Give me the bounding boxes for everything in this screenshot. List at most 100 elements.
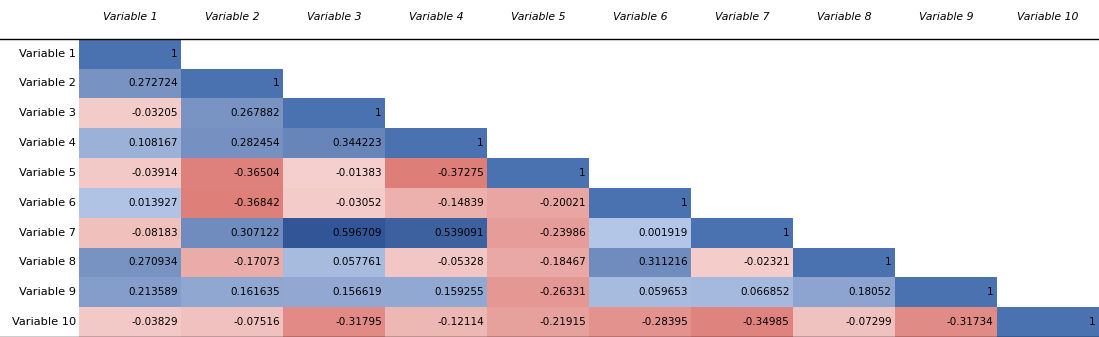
Text: 0.213589: 0.213589 [129, 287, 178, 297]
Text: 1: 1 [681, 198, 688, 208]
Text: 1: 1 [274, 79, 280, 89]
Text: 0.159255: 0.159255 [434, 287, 484, 297]
Text: Variable 5: Variable 5 [511, 12, 565, 23]
Bar [284, 128, 385, 158]
Text: Variable 3: Variable 3 [19, 108, 76, 118]
Text: Variable 5: Variable 5 [19, 168, 76, 178]
Text: Variable 6: Variable 6 [613, 12, 667, 23]
Text: -0.17073: -0.17073 [233, 257, 280, 268]
Text: -0.34985: -0.34985 [743, 317, 790, 327]
Text: Variable 8: Variable 8 [19, 257, 76, 268]
Bar [284, 98, 385, 128]
Text: -0.23986: -0.23986 [539, 227, 586, 238]
Text: -0.28395: -0.28395 [641, 317, 688, 327]
Bar [793, 307, 895, 337]
Text: 0.013927: 0.013927 [129, 198, 178, 208]
Bar [691, 307, 793, 337]
Text: -0.36504: -0.36504 [233, 168, 280, 178]
Bar [487, 307, 589, 337]
Text: 1: 1 [579, 168, 586, 178]
Bar [284, 158, 385, 188]
Text: Variable 7: Variable 7 [19, 227, 76, 238]
Bar [487, 277, 589, 307]
Bar [793, 247, 895, 277]
Bar [181, 188, 284, 218]
Text: -0.20021: -0.20021 [540, 198, 586, 208]
Text: Variable 2: Variable 2 [204, 12, 259, 23]
Bar [79, 218, 181, 247]
Text: 1: 1 [375, 108, 381, 118]
Bar [385, 128, 487, 158]
Bar [181, 307, 284, 337]
Text: 0.282454: 0.282454 [230, 138, 280, 148]
Text: Variable 9: Variable 9 [919, 12, 974, 23]
Bar [181, 158, 284, 188]
Bar [181, 98, 284, 128]
Bar [79, 158, 181, 188]
Text: 1: 1 [885, 257, 891, 268]
Text: 1: 1 [171, 49, 178, 59]
Bar [284, 218, 385, 247]
Text: Variable 10: Variable 10 [12, 317, 76, 327]
Bar [284, 188, 385, 218]
Text: -0.02321: -0.02321 [743, 257, 790, 268]
Bar [385, 158, 487, 188]
Text: 0.596709: 0.596709 [332, 227, 381, 238]
Text: 0.161635: 0.161635 [230, 287, 280, 297]
Text: -0.05328: -0.05328 [437, 257, 484, 268]
Text: -0.31734: -0.31734 [947, 317, 993, 327]
Bar [385, 218, 487, 247]
Bar [181, 247, 284, 277]
Text: 1: 1 [1089, 317, 1096, 327]
Text: 0.001919: 0.001919 [639, 227, 688, 238]
Text: -0.26331: -0.26331 [539, 287, 586, 297]
Bar [385, 277, 487, 307]
Bar [79, 188, 181, 218]
Bar [793, 277, 895, 307]
Bar [181, 277, 284, 307]
Text: -0.31795: -0.31795 [335, 317, 381, 327]
Bar [589, 218, 691, 247]
Bar [691, 247, 793, 277]
Text: -0.07516: -0.07516 [233, 317, 280, 327]
Text: Variable 4: Variable 4 [19, 138, 76, 148]
Bar [79, 307, 181, 337]
Bar [79, 98, 181, 128]
Bar [284, 277, 385, 307]
Text: -0.03205: -0.03205 [131, 108, 178, 118]
Text: Variable 4: Variable 4 [409, 12, 464, 23]
Bar [487, 218, 589, 247]
Text: -0.12114: -0.12114 [437, 317, 484, 327]
Bar [997, 307, 1099, 337]
Text: 0.059653: 0.059653 [639, 287, 688, 297]
Bar [589, 307, 691, 337]
Text: Variable 7: Variable 7 [714, 12, 769, 23]
Text: Variable 8: Variable 8 [817, 12, 872, 23]
Bar [79, 277, 181, 307]
Text: -0.03829: -0.03829 [131, 317, 178, 327]
Text: Variable 10: Variable 10 [1018, 12, 1079, 23]
Text: -0.08183: -0.08183 [131, 227, 178, 238]
Bar [79, 39, 181, 69]
Text: 0.344223: 0.344223 [332, 138, 381, 148]
Text: Variable 2: Variable 2 [19, 79, 76, 89]
Bar [284, 247, 385, 277]
Bar [284, 307, 385, 337]
Bar [589, 188, 691, 218]
Text: Variable 3: Variable 3 [307, 12, 362, 23]
Bar [181, 218, 284, 247]
Text: 1: 1 [477, 138, 484, 148]
Text: -0.14839: -0.14839 [437, 198, 484, 208]
Bar [589, 247, 691, 277]
Text: 0.272724: 0.272724 [129, 79, 178, 89]
Text: Variable 6: Variable 6 [19, 198, 76, 208]
Text: 0.539091: 0.539091 [434, 227, 484, 238]
Text: Variable 9: Variable 9 [19, 287, 76, 297]
Text: 0.18052: 0.18052 [848, 287, 891, 297]
Text: 1: 1 [784, 227, 790, 238]
Text: -0.37275: -0.37275 [437, 168, 484, 178]
Bar [385, 307, 487, 337]
Text: 0.108167: 0.108167 [129, 138, 178, 148]
Text: -0.03914: -0.03914 [131, 168, 178, 178]
Bar [79, 128, 181, 158]
